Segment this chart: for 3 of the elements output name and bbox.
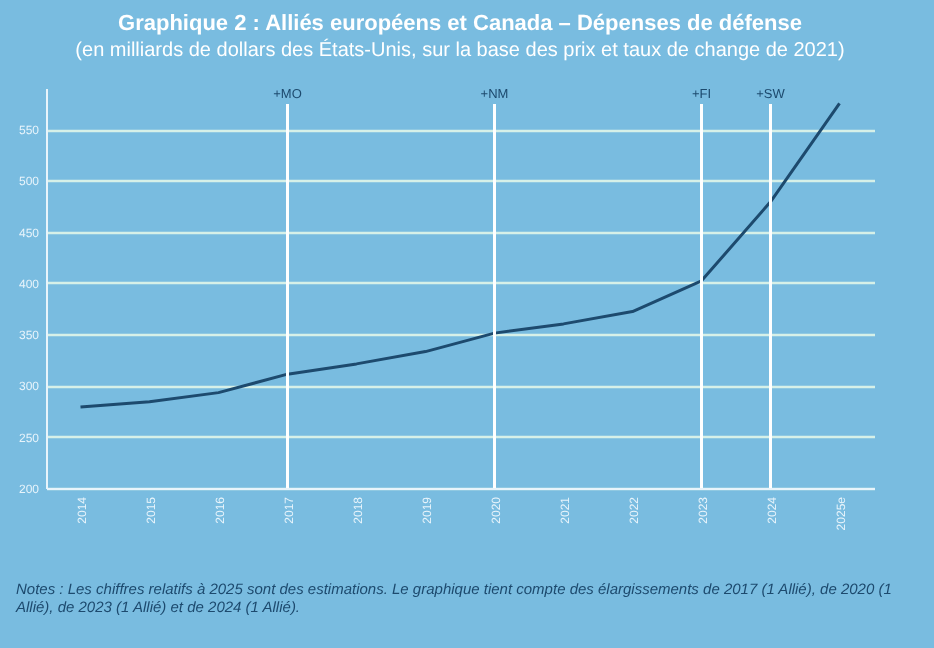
chart-subtitle: (en milliards de dollars des États-Unis, sur la base des prix et taux de change de 2021)	[75, 38, 845, 62]
chart-title: Graphique 2 : Alliés européens et Canada – Dépenses de défense	[118, 12, 802, 36]
line-series	[79, 101, 841, 409]
